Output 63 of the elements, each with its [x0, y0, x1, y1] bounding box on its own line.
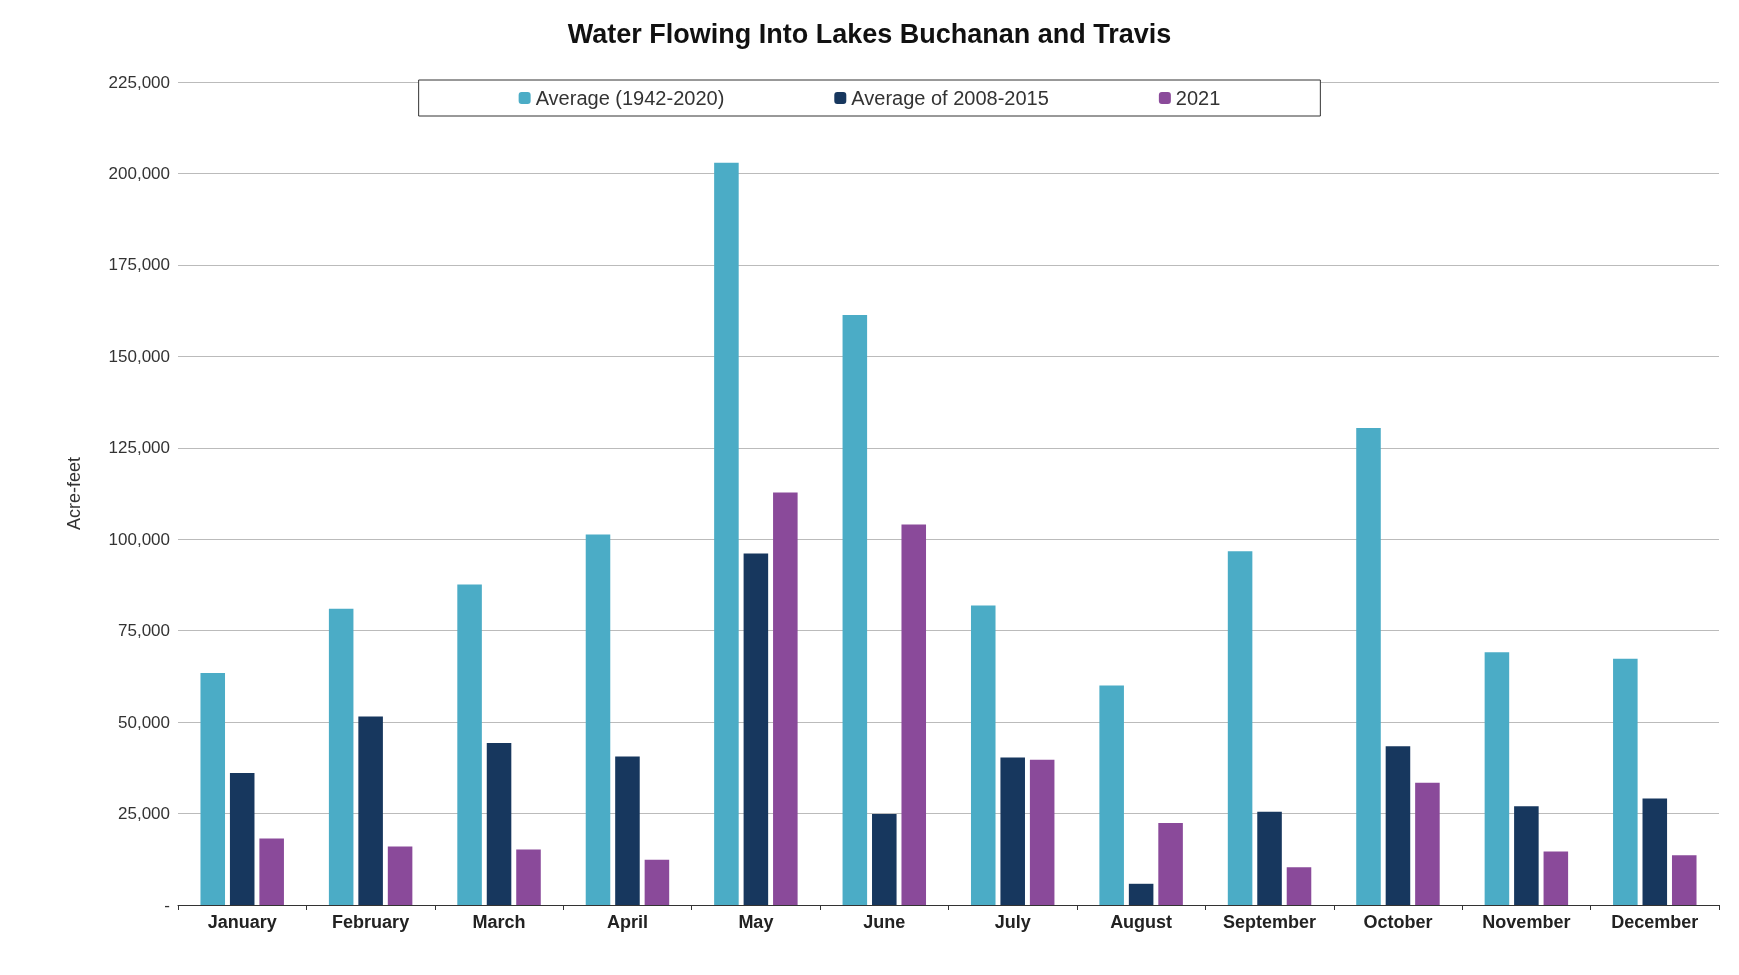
bar	[842, 315, 868, 905]
bar	[1543, 851, 1569, 905]
chart-title: Water Flowing Into Lakes Buchanan and Travis	[567, 18, 1172, 49]
bar	[773, 492, 798, 905]
x-tick-label: April	[606, 912, 648, 932]
legend-label: Average (1942-2020)	[535, 87, 725, 109]
bar	[1642, 798, 1668, 905]
legend-label: Average of 2008-2015	[851, 87, 1049, 109]
bar	[259, 838, 284, 905]
bar	[585, 534, 611, 905]
y-tick-label: 150,000	[108, 346, 170, 366]
bar	[1514, 806, 1539, 905]
bar	[1286, 867, 1312, 905]
bar	[743, 553, 769, 905]
bar	[1415, 782, 1440, 905]
bar	[229, 772, 255, 905]
bar	[1484, 652, 1510, 905]
y-tick-label: 50,000	[118, 712, 170, 732]
bar	[358, 716, 383, 905]
y-tick-label: 175,000	[108, 255, 170, 275]
bar	[486, 742, 512, 905]
y-tick-label: 225,000	[108, 72, 170, 92]
bar	[1257, 811, 1282, 905]
bar	[970, 605, 996, 905]
bar	[200, 673, 226, 905]
bar	[1029, 759, 1055, 905]
bar	[872, 813, 897, 905]
legend-label: 2021	[1175, 87, 1221, 109]
x-tick-label: March	[472, 912, 526, 932]
x-tick-label: January	[207, 912, 277, 932]
x-tick-label: August	[1110, 912, 1173, 932]
x-tick-label: June	[863, 912, 906, 932]
bar	[328, 608, 354, 905]
y-tick-label: 25,000	[118, 804, 170, 824]
x-tick-label: May	[738, 912, 774, 932]
x-tick-label: November	[1482, 912, 1571, 932]
bar	[1158, 823, 1183, 905]
bar	[644, 859, 670, 905]
bar	[1356, 428, 1381, 905]
x-tick-label: October	[1363, 912, 1433, 932]
bar	[457, 584, 482, 905]
bar	[1099, 685, 1124, 905]
y-tick-label: 125,000	[108, 438, 170, 458]
x-tick-label: February	[332, 912, 410, 932]
bar	[714, 162, 739, 905]
x-tick-label: December	[1611, 912, 1699, 932]
x-tick-label: July	[994, 912, 1031, 932]
y-tick-label: 200,000	[108, 163, 170, 183]
bar	[1000, 757, 1025, 905]
y-tick-label: -	[164, 895, 170, 915]
x-tick-label: September	[1223, 912, 1317, 932]
bar	[615, 756, 640, 905]
bar	[1613, 658, 1638, 905]
y-tick-label: 100,000	[108, 529, 170, 549]
bar	[387, 846, 413, 905]
bar	[901, 524, 927, 905]
bar	[516, 849, 541, 905]
bar	[1385, 746, 1411, 905]
bar	[1227, 551, 1253, 905]
bar	[1128, 883, 1154, 905]
y-axis-title: Acre-feet	[64, 456, 84, 531]
bar	[1671, 855, 1697, 905]
y-tick-label: 75,000	[118, 621, 170, 641]
